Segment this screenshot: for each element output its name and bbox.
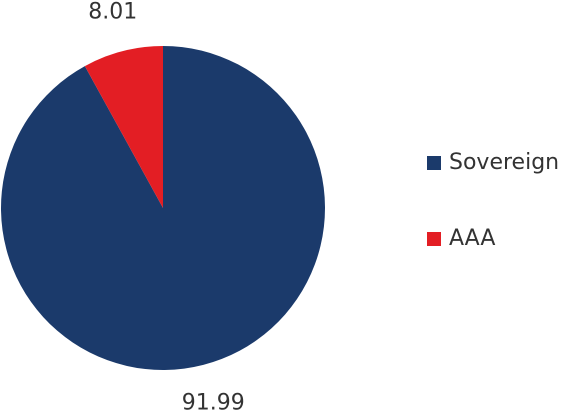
legend-label: Sovereign: [449, 150, 559, 175]
pie-slice: [84, 46, 163, 208]
legend-swatch: [427, 232, 441, 246]
legend-label: AAA: [449, 226, 495, 251]
legend-swatch: [427, 156, 441, 170]
data-label: 91.99: [182, 391, 245, 416]
data-label: 8.01: [88, 0, 137, 24]
